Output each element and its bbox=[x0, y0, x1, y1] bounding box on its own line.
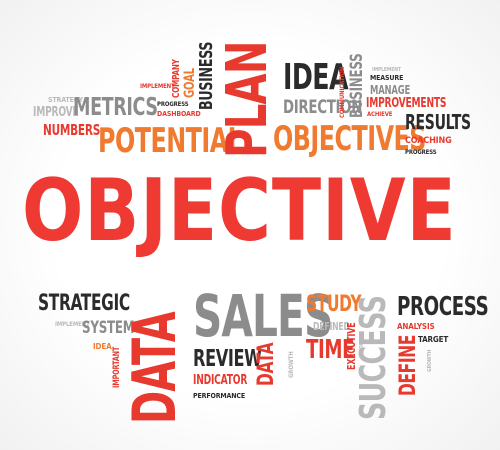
word-data-big: DATA bbox=[120, 312, 190, 424]
word-idea-bottom: IDEA bbox=[93, 342, 112, 351]
word-defined: DEFINED bbox=[313, 320, 350, 333]
word-communication: COMMUNICATION bbox=[339, 66, 346, 118]
word-growth-left: GROWTH bbox=[288, 351, 295, 378]
word-indicator: INDICATOR bbox=[193, 373, 248, 388]
word-system: SYSTEM bbox=[82, 318, 135, 338]
word-manage: MANAGE bbox=[370, 83, 411, 97]
word-sales: SALES bbox=[193, 282, 333, 350]
word-implement-right: IMPLEMENT bbox=[372, 67, 401, 73]
word-metrics: METRICS bbox=[73, 92, 158, 121]
word-plan: PLAN bbox=[215, 41, 280, 158]
word-success: SUCCESS bbox=[353, 295, 394, 420]
word-objectives: OBJECTIVES bbox=[273, 119, 426, 159]
word-goal: GOAL bbox=[182, 68, 198, 98]
word-target: TARGET bbox=[418, 335, 449, 344]
word-performance: PERFORMANCE bbox=[193, 392, 246, 400]
word-implement-top: IMPLEMENT bbox=[140, 83, 175, 90]
word-improvements: IMPROVEMENTS bbox=[366, 96, 447, 111]
word-business-top: BUSINESS bbox=[196, 41, 217, 110]
word-improve: IMPROVE bbox=[33, 105, 79, 120]
word-strategic: STRATEGIC bbox=[38, 291, 130, 316]
word-implement-bottom: IMPLEMENT bbox=[55, 321, 90, 328]
word-dashboard: DASHBOARD bbox=[157, 110, 201, 118]
word-progress-right: PROGRESS bbox=[405, 149, 437, 156]
word-strategy: STRATEGY bbox=[48, 96, 84, 104]
word-process: PROCESS bbox=[397, 292, 489, 322]
word-business-right: BUSINESS bbox=[347, 53, 367, 118]
main-word-objective: OBJECTIVE bbox=[22, 161, 457, 261]
word-time: TIME bbox=[306, 335, 355, 365]
word-data-small: DATA bbox=[254, 342, 279, 386]
word-potential: POTENTIAL bbox=[98, 121, 243, 161]
word-company: COMPANY bbox=[171, 59, 182, 98]
word-measure: MEASURE bbox=[370, 74, 404, 82]
word-direction: DIRECTION bbox=[283, 96, 363, 118]
word-numbers: NUMBERS bbox=[43, 121, 101, 139]
word-coaching: COACHING bbox=[405, 136, 452, 146]
word-achieve: ACHIEVE bbox=[367, 111, 393, 118]
word-results: RESULTS bbox=[405, 110, 471, 134]
word-analysis: ANALYSIS bbox=[397, 322, 435, 331]
word-define: DEFINE bbox=[396, 334, 421, 396]
word-idea-top: IDEA bbox=[283, 57, 349, 98]
word-progress-top: PROGRESS bbox=[157, 101, 189, 108]
word-review: REVIEW bbox=[193, 346, 262, 372]
word-growth-far: GROWTH bbox=[427, 349, 433, 372]
word-study: STUDY bbox=[306, 292, 362, 317]
